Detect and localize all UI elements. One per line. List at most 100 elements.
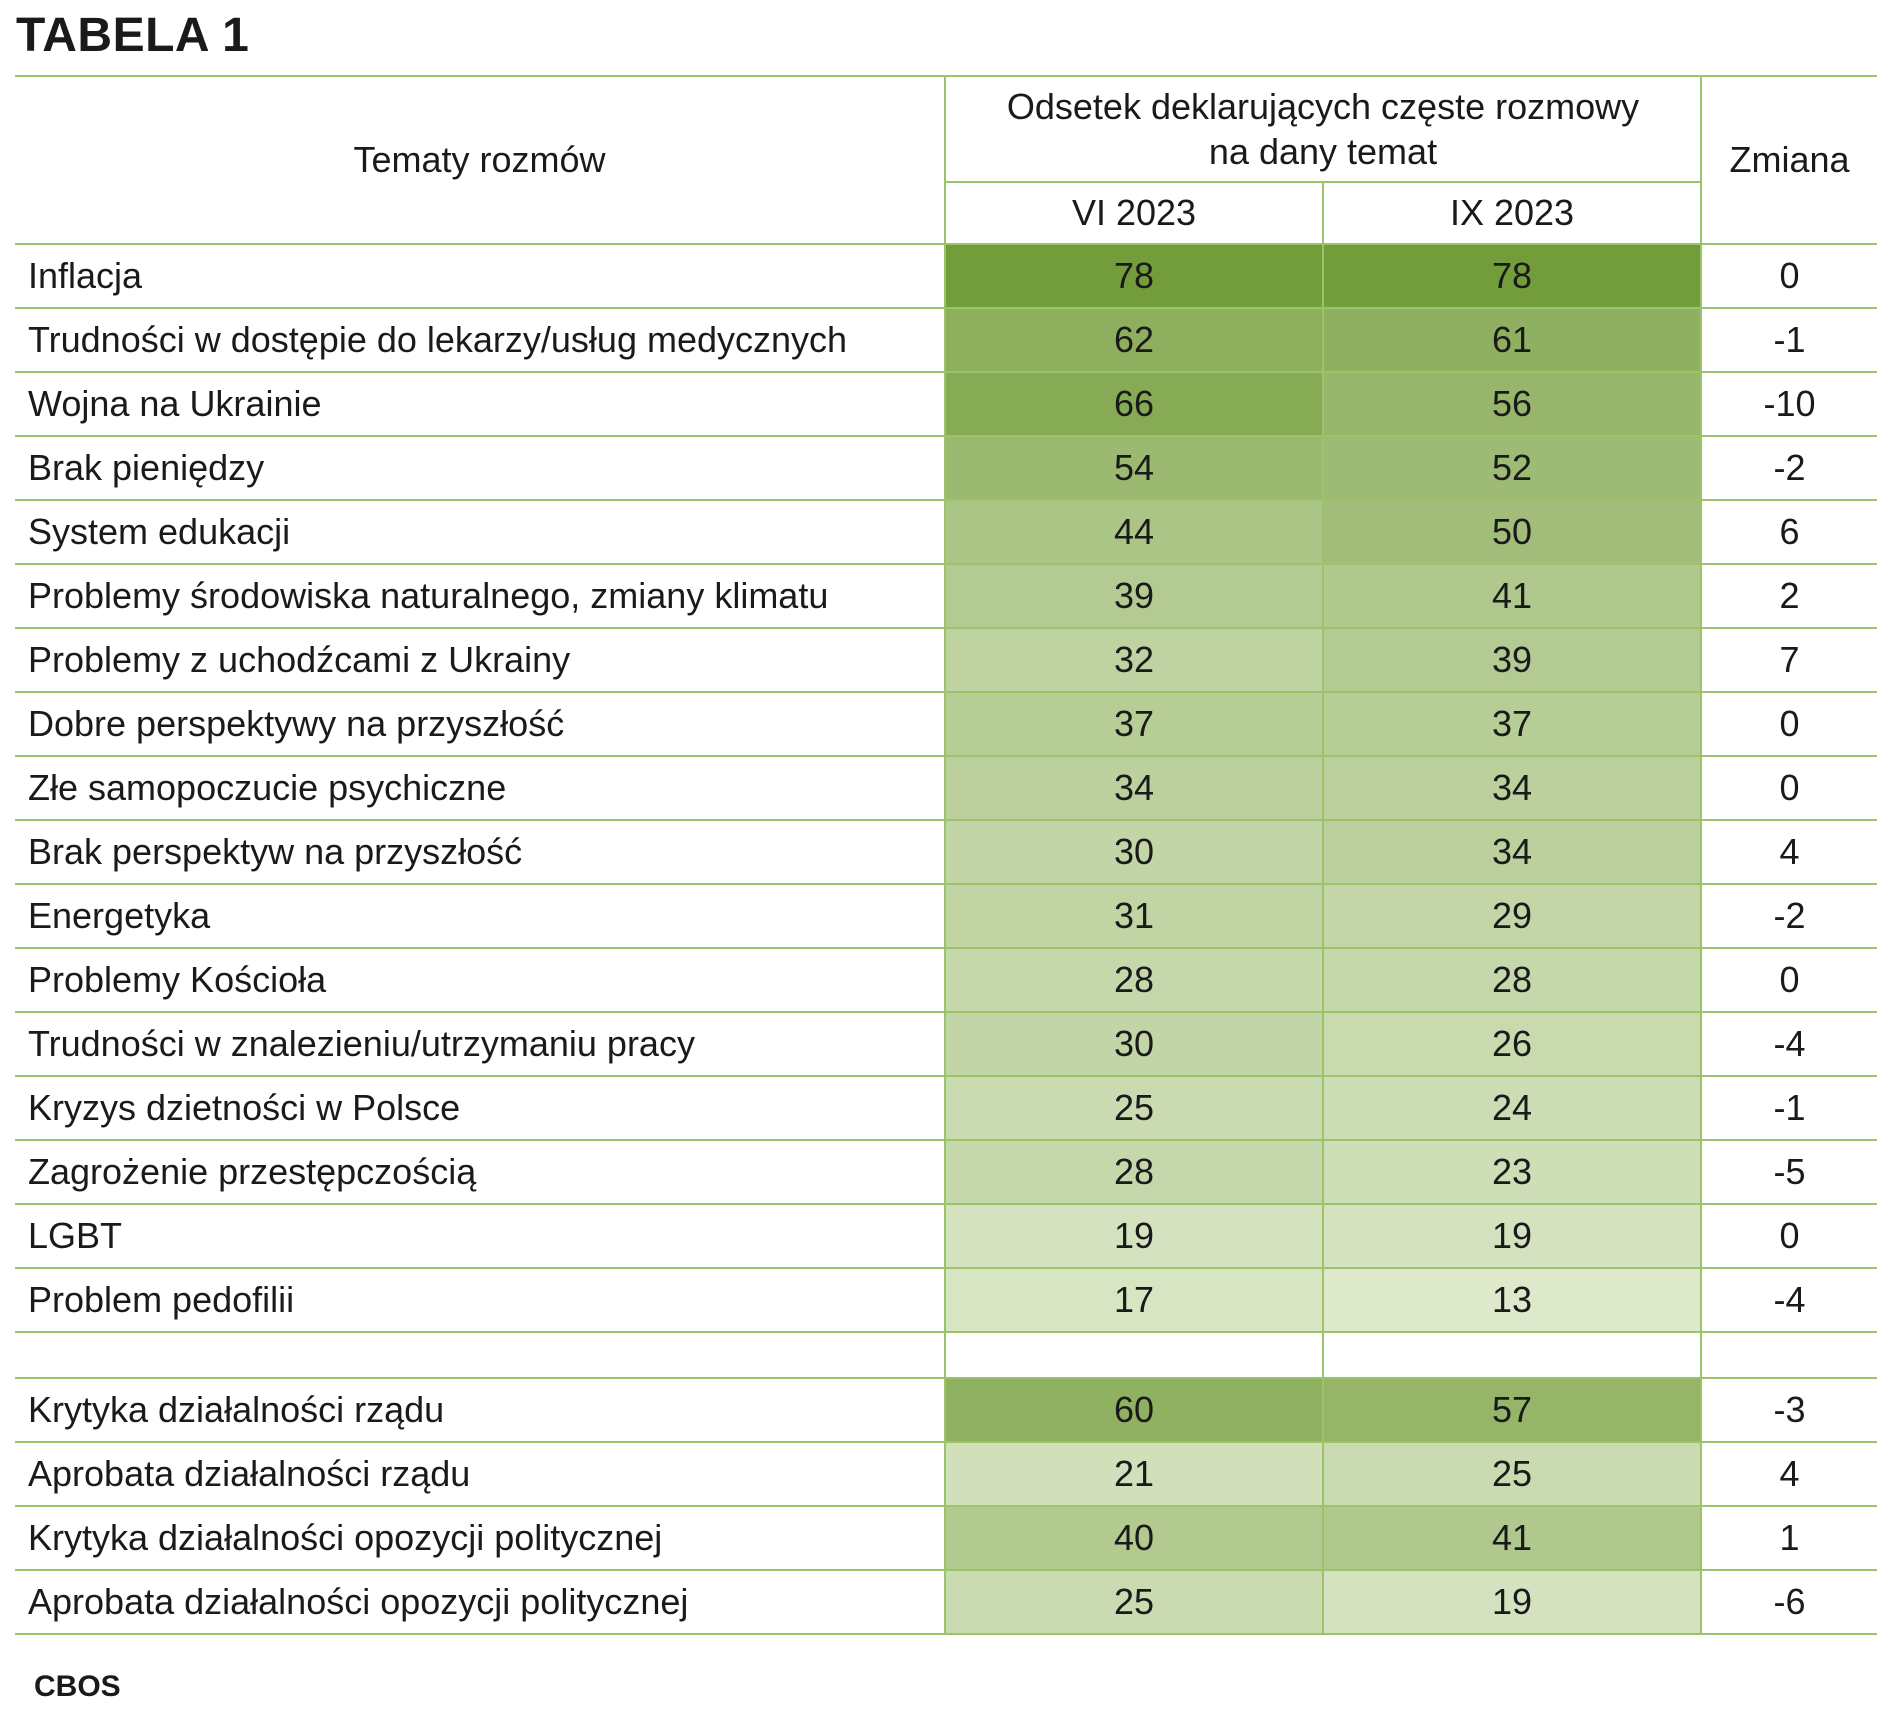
value-vi-2023: 25 [944, 1075, 1324, 1141]
table-row: Aprobata działalności rządu 21 25 4 [15, 1441, 1877, 1507]
value-change: -5 [1700, 1139, 1877, 1205]
table-row: System edukacji 44 50 6 [15, 499, 1877, 565]
value-ix-2023: 25 [1322, 1441, 1702, 1507]
value-change: 0 [1700, 243, 1877, 309]
value-ix-2023: 24 [1322, 1075, 1702, 1141]
spacer-cell [1322, 1331, 1702, 1379]
row-label: Problemy Kościoła [15, 947, 946, 1013]
value-change: 6 [1700, 499, 1877, 565]
table-row: Dobre perspektywy na przyszłość 37 37 0 [15, 691, 1877, 757]
value-change: 0 [1700, 691, 1877, 757]
header-vi-2023: VI 2023 [945, 181, 1324, 245]
table-row: Trudności w znalezieniu/utrzymaniu pracy… [15, 1011, 1877, 1077]
spacer-cell [944, 1331, 1324, 1379]
row-label: Inflacja [15, 243, 946, 309]
value-ix-2023: 19 [1322, 1569, 1702, 1635]
header-group-line2: na dany temat [1208, 131, 1438, 172]
spacer-row [15, 1331, 1877, 1379]
header-row-1: Tematy rozmów Odsetek deklarujących częs… [15, 75, 1877, 245]
row-label: Aprobata działalności rządu [15, 1441, 946, 1507]
value-ix-2023: 52 [1322, 435, 1702, 501]
header-ix-2023: IX 2023 [1322, 181, 1701, 245]
row-label: Trudności w dostępie do lekarzy/usług me… [15, 307, 946, 373]
value-change: -4 [1700, 1011, 1877, 1077]
value-change: 4 [1700, 819, 1877, 885]
value-vi-2023: 37 [944, 691, 1324, 757]
value-change: -6 [1700, 1569, 1877, 1635]
value-vi-2023: 25 [944, 1569, 1324, 1635]
row-label: Złe samopoczucie psychiczne [15, 755, 946, 821]
value-ix-2023: 19 [1322, 1203, 1702, 1269]
value-ix-2023: 23 [1322, 1139, 1702, 1205]
value-ix-2023: 41 [1322, 1505, 1702, 1571]
value-change: -4 [1700, 1267, 1877, 1333]
row-label: Kryzys dzietności w Polsce [15, 1075, 946, 1141]
value-change: 1 [1700, 1505, 1877, 1571]
value-ix-2023: 29 [1322, 883, 1702, 949]
table-row: Energetyka 31 29 -2 [15, 883, 1877, 949]
header-group-line1: Odsetek deklarujących częste rozmowy [1006, 86, 1640, 127]
row-label: Krytyka działalności opozycji polityczne… [15, 1505, 946, 1571]
header-change: Zmiana [1700, 75, 1877, 245]
value-vi-2023: 44 [944, 499, 1324, 565]
data-table: Tematy rozmów Odsetek deklarujących częs… [15, 75, 1877, 1635]
table-title: TABELA 1 [16, 9, 250, 62]
value-vi-2023: 28 [944, 947, 1324, 1013]
value-vi-2023: 19 [944, 1203, 1324, 1269]
row-label: Wojna na Ukrainie [15, 371, 946, 437]
value-ix-2023: 57 [1322, 1377, 1702, 1443]
table-row: Problemy z uchodźcami z Ukrainy 32 39 7 [15, 627, 1877, 693]
row-label: System edukacji [15, 499, 946, 565]
table-row: Problem pedofilii 17 13 -4 [15, 1267, 1877, 1333]
value-vi-2023: 30 [944, 819, 1324, 885]
table-row: Aprobata działalności opozycji polityczn… [15, 1569, 1877, 1635]
table-row: Krytyka działalności opozycji polityczne… [15, 1505, 1877, 1571]
value-change: 0 [1700, 947, 1877, 1013]
value-change: 4 [1700, 1441, 1877, 1507]
table-row: Kryzys dzietności w Polsce 25 24 -1 [15, 1075, 1877, 1141]
value-ix-2023: 56 [1322, 371, 1702, 437]
value-vi-2023: 40 [944, 1505, 1324, 1571]
header-row-2: VI 2023 IX 2023 [15, 181, 1877, 245]
value-change: 2 [1700, 563, 1877, 629]
table-row: Brak perspektyw na przyszłość 30 34 4 [15, 819, 1877, 885]
row-label: Trudności w znalezieniu/utrzymaniu pracy [15, 1011, 946, 1077]
row-label: Brak pieniędzy [15, 435, 946, 501]
value-ix-2023: 61 [1322, 307, 1702, 373]
value-change: -1 [1700, 1075, 1877, 1141]
header-topic: Tematy rozmów [15, 75, 946, 245]
table-row: Inflacja 78 78 0 [15, 243, 1877, 309]
table-row: Złe samopoczucie psychiczne 34 34 0 [15, 755, 1877, 821]
row-label: LGBT [15, 1203, 946, 1269]
value-vi-2023: 54 [944, 435, 1324, 501]
row-label: Problemy środowiska naturalnego, zmiany … [15, 563, 946, 629]
value-change: -2 [1700, 883, 1877, 949]
row-label: Zagrożenie przestępczością [15, 1139, 946, 1205]
row-label: Krytyka działalności rządu [15, 1377, 946, 1443]
value-vi-2023: 78 [944, 243, 1324, 309]
value-vi-2023: 28 [944, 1139, 1324, 1205]
value-change: -10 [1700, 371, 1877, 437]
table-row: Krytyka działalności rządu 60 57 -3 [15, 1377, 1877, 1443]
value-ix-2023: 39 [1322, 627, 1702, 693]
value-change: -1 [1700, 307, 1877, 373]
table-row: Problemy środowiska naturalnego, zmiany … [15, 563, 1877, 629]
table-row: Trudności w dostępie do lekarzy/usług me… [15, 307, 1877, 373]
table-row: Wojna na Ukrainie 66 56 -10 [15, 371, 1877, 437]
table-row: LGBT 19 19 0 [15, 1203, 1877, 1269]
value-change: 0 [1700, 755, 1877, 821]
value-ix-2023: 78 [1322, 243, 1702, 309]
row-label: Problem pedofilii [15, 1267, 946, 1333]
value-ix-2023: 50 [1322, 499, 1702, 565]
value-ix-2023: 34 [1322, 819, 1702, 885]
value-change: -3 [1700, 1377, 1877, 1443]
spacer-cell [15, 1331, 946, 1379]
table-row: Zagrożenie przestępczością 28 23 -5 [15, 1139, 1877, 1205]
value-ix-2023: 13 [1322, 1267, 1702, 1333]
value-change: 7 [1700, 627, 1877, 693]
header-group: Odsetek deklarujących częste rozmowy na … [944, 75, 1702, 183]
value-ix-2023: 34 [1322, 755, 1702, 821]
value-vi-2023: 30 [944, 1011, 1324, 1077]
table-body: Inflacja 78 78 0 Trudności w dostępie do lek… [15, 243, 1877, 1635]
value-vi-2023: 32 [944, 627, 1324, 693]
